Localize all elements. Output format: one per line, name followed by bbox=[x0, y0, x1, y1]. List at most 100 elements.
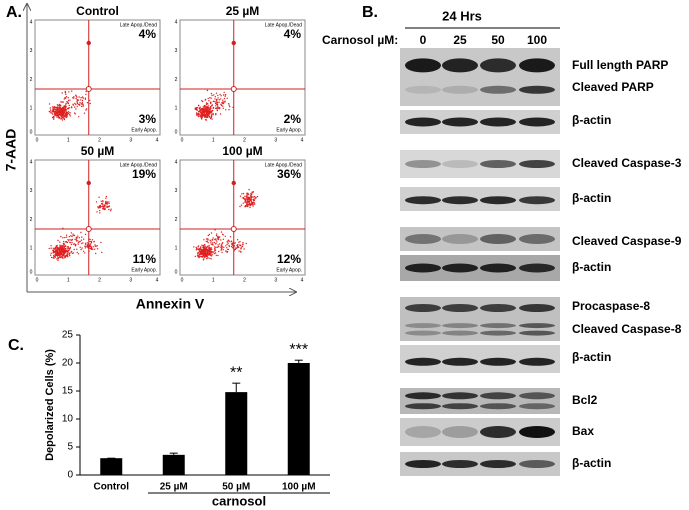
blot-band bbox=[480, 460, 516, 468]
event-dot bbox=[97, 206, 99, 208]
quadrant-center bbox=[230, 86, 237, 92]
event-dot bbox=[63, 98, 65, 100]
event-dot bbox=[60, 115, 62, 118]
event-dot bbox=[56, 106, 59, 108]
event-dot bbox=[203, 239, 205, 241]
axis-tick-label: 2 bbox=[243, 277, 246, 283]
event-dot bbox=[83, 238, 85, 240]
event-dot bbox=[221, 102, 223, 104]
quadrant-percent: 36% bbox=[277, 167, 301, 181]
event-dot bbox=[236, 244, 238, 247]
event-dot bbox=[64, 245, 67, 247]
quadrant-percent: 11% bbox=[133, 252, 157, 266]
axis-tick-label: 3 bbox=[30, 48, 33, 54]
event-dot bbox=[52, 115, 55, 118]
quadrant-name: Early Apop. bbox=[131, 267, 157, 273]
event-dot bbox=[205, 253, 207, 255]
event-dot bbox=[227, 239, 230, 241]
blot-band bbox=[519, 263, 555, 273]
gate-handle bbox=[231, 180, 236, 186]
blot-band bbox=[405, 330, 441, 336]
event-dot bbox=[56, 116, 58, 118]
event-dot bbox=[220, 249, 222, 251]
event-dot bbox=[201, 111, 203, 114]
event-dot bbox=[69, 114, 71, 116]
event-dot bbox=[95, 201, 98, 203]
event-dot bbox=[213, 252, 215, 255]
event-dot bbox=[54, 111, 56, 113]
event-dot bbox=[69, 115, 72, 117]
blot-band bbox=[442, 160, 478, 168]
event-dot bbox=[196, 247, 198, 250]
event-dot bbox=[211, 251, 214, 253]
event-dot bbox=[77, 241, 80, 244]
event-dot bbox=[196, 254, 199, 256]
event-dot bbox=[213, 100, 215, 103]
event-dot bbox=[72, 252, 75, 254]
event-dot bbox=[81, 96, 84, 98]
event-dot bbox=[245, 205, 247, 207]
event-dot bbox=[216, 246, 218, 248]
event-dot bbox=[201, 244, 203, 246]
event-dot bbox=[198, 112, 200, 115]
event-dot bbox=[206, 256, 208, 258]
event-dot bbox=[67, 250, 70, 252]
blot-band bbox=[405, 263, 441, 273]
event-dot bbox=[65, 114, 67, 116]
event-dot bbox=[84, 247, 87, 249]
event-dot bbox=[209, 97, 211, 99]
event-dot bbox=[208, 114, 210, 116]
event-dot bbox=[71, 250, 73, 253]
event-dot bbox=[210, 92, 213, 95]
event-dot bbox=[215, 102, 217, 104]
event-dot bbox=[86, 242, 88, 244]
event-dot bbox=[60, 252, 63, 255]
event-dot bbox=[193, 246, 195, 248]
blot-band bbox=[519, 323, 555, 329]
event-dot bbox=[240, 204, 243, 206]
event-dot bbox=[210, 251, 212, 253]
axis-tick-label: 3 bbox=[129, 277, 132, 283]
blot-band bbox=[442, 403, 478, 410]
event-dot bbox=[74, 238, 76, 241]
event-dot bbox=[59, 241, 61, 243]
event-dot bbox=[64, 116, 67, 118]
quadrant-center bbox=[230, 226, 237, 232]
event-dot bbox=[51, 110, 53, 113]
event-dot bbox=[253, 199, 256, 202]
event-dot bbox=[61, 109, 64, 111]
event-dot bbox=[56, 104, 59, 106]
event-dot bbox=[196, 109, 198, 111]
event-dot bbox=[68, 104, 71, 107]
event-dot bbox=[64, 105, 66, 107]
event-dot bbox=[85, 109, 87, 111]
event-dot bbox=[208, 244, 210, 247]
blot-band bbox=[480, 403, 516, 410]
blot-band bbox=[480, 392, 516, 400]
event-dot bbox=[102, 200, 104, 202]
event-dot bbox=[76, 99, 79, 101]
event-dot bbox=[56, 108, 59, 110]
event-dot bbox=[69, 252, 71, 254]
event-dot bbox=[89, 102, 91, 105]
event-dot bbox=[239, 205, 241, 208]
event-dot bbox=[70, 239, 72, 241]
event-dot bbox=[72, 233, 74, 235]
event-dot bbox=[220, 245, 222, 247]
event-dot bbox=[63, 257, 65, 259]
event-dot bbox=[66, 241, 69, 244]
event-dot bbox=[195, 107, 198, 110]
event-dot bbox=[61, 119, 64, 121]
blot-band bbox=[442, 392, 478, 400]
event-dot bbox=[209, 117, 212, 120]
blot-band bbox=[519, 392, 555, 400]
event-dot bbox=[223, 101, 225, 103]
event-dot bbox=[89, 240, 91, 243]
time-label: 24 Hrs bbox=[442, 8, 482, 23]
event-dot bbox=[208, 246, 210, 248]
event-dot bbox=[211, 113, 213, 115]
event-dot bbox=[65, 241, 67, 243]
axis-tick-label: 0 bbox=[36, 137, 39, 143]
axis-tick-label: 3 bbox=[175, 188, 178, 194]
event-dot bbox=[57, 251, 60, 253]
